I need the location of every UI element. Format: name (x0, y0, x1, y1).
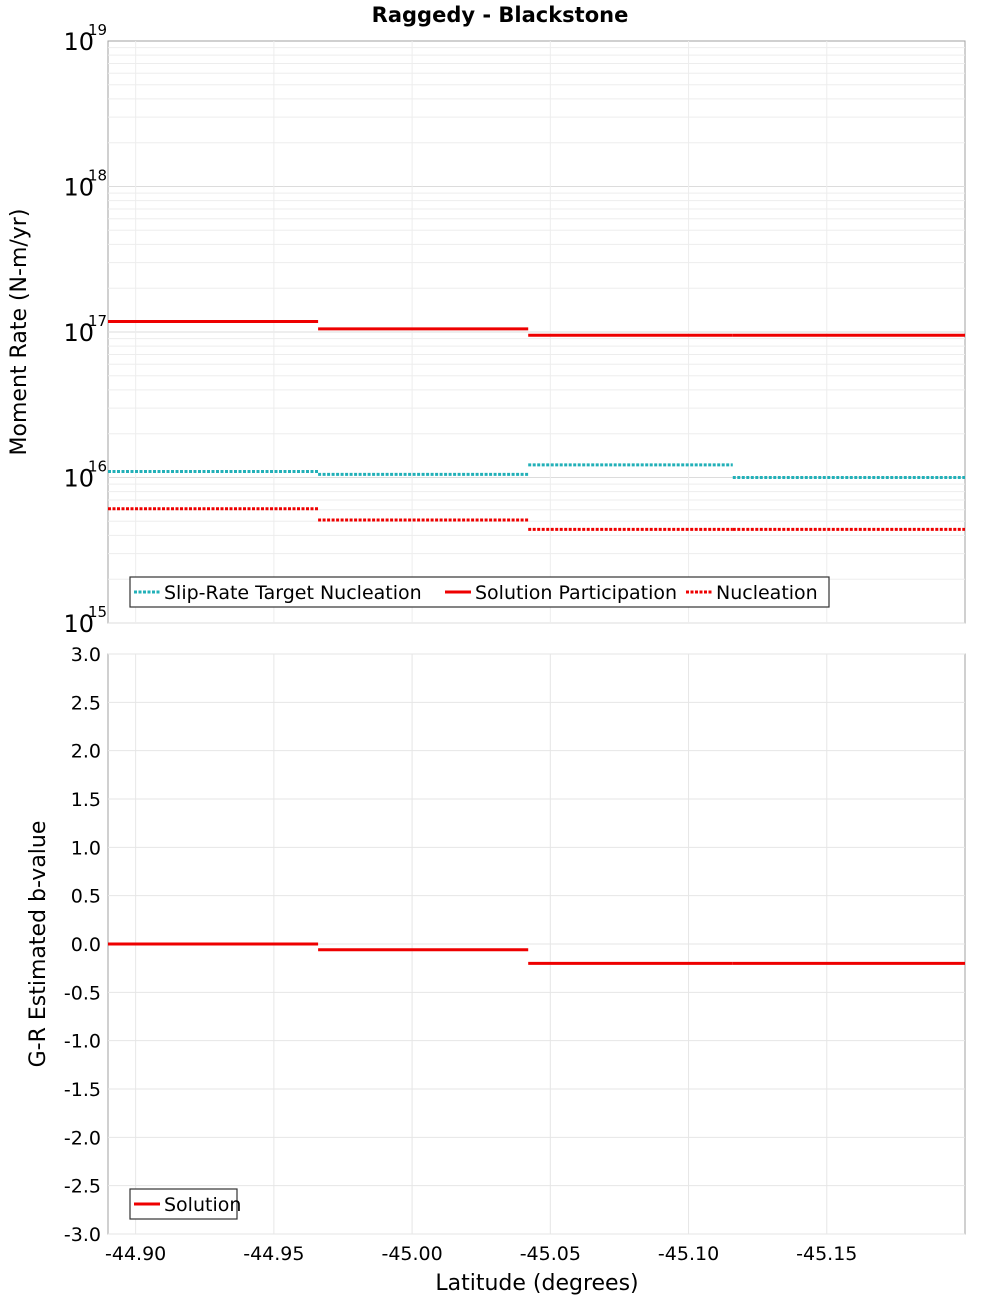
y-tick-label: 0.0 (71, 934, 101, 956)
y-tick-label: 0.5 (71, 886, 101, 908)
y-tick-label: 1.5 (71, 789, 101, 811)
legend-label: Solution (164, 1194, 241, 1216)
x-tick-label: -44.95 (243, 1243, 304, 1265)
y-tick-label: 2.0 (71, 741, 101, 763)
x-tick-label: -45.05 (520, 1243, 581, 1265)
b-value-y-axis-label: G-R Estimated b-value (26, 821, 51, 1068)
legend-label: Slip-Rate Target Nucleation (164, 582, 422, 604)
y-tick-label: -3.0 (64, 1224, 101, 1246)
y-tick-exponent: 16 (88, 458, 107, 476)
b-value-panel: 3.0 2.5 2.0 1.5 1.0 0.5 0.0 -0.5 -1.0 -1.5 -2.0 -2.… (26, 644, 966, 1296)
y-tick-label: -1.0 (64, 1031, 101, 1053)
chart-title: Raggedy - Blackstone (372, 3, 629, 27)
x-axis-label: Latitude (degrees) (435, 1271, 638, 1296)
legend-label: Solution Participation (475, 582, 677, 604)
y-tick-exponent: 19 (88, 21, 107, 39)
y-tick-exponent: 17 (88, 312, 107, 330)
y-tick-label: 10 (63, 319, 94, 347)
moment-rate-y-axis-label: Moment Rate (N-m/yr) (7, 209, 32, 456)
x-tick-label: -45.15 (796, 1243, 857, 1265)
y-tick-label: -0.5 (64, 982, 101, 1004)
x-tick-label: -45.00 (381, 1243, 442, 1265)
b-value-legend-box (129, 1188, 238, 1220)
b-value-legend: Solution (129, 1188, 241, 1220)
legend-label: Nucleation (716, 582, 818, 604)
b-value-series (108, 942, 965, 965)
y-tick-label: -2.5 (64, 1176, 101, 1198)
moment-rate-legend-box (129, 576, 830, 608)
x-tick-label: -45.10 (658, 1243, 719, 1265)
y-tick-label: 1.0 (71, 837, 101, 859)
y-tick-exponent: 18 (88, 167, 107, 185)
y-tick-label: -1.5 (64, 1079, 101, 1101)
y-tick-label: 10 (63, 28, 94, 56)
x-tick-label: -44.90 (105, 1243, 166, 1265)
moment-rate-grid (108, 41, 965, 624)
b-value-y-ticks: 3.0 2.5 2.0 1.5 1.0 0.5 0.0 -0.5 -1.0 -1.5 -2.0 -2.… (64, 644, 101, 1246)
y-tick-label: 3.0 (71, 644, 101, 666)
moment-rate-series (108, 320, 965, 531)
y-tick-label: 10 (63, 610, 94, 638)
y-tick-label: 10 (63, 465, 94, 493)
y-tick-label: 2.5 (71, 692, 101, 714)
b-value-x-ticks: -44.90 -44.95 -45.00 -45.05 -45.10 -45.15 (105, 1243, 857, 1265)
y-tick-exponent: 15 (88, 603, 107, 621)
moment-rate-legend: Slip-Rate Target Nucleation Solution Part… (129, 576, 830, 608)
y-tick-label: 10 (63, 174, 94, 202)
y-tick-label: -2.0 (64, 1127, 101, 1149)
